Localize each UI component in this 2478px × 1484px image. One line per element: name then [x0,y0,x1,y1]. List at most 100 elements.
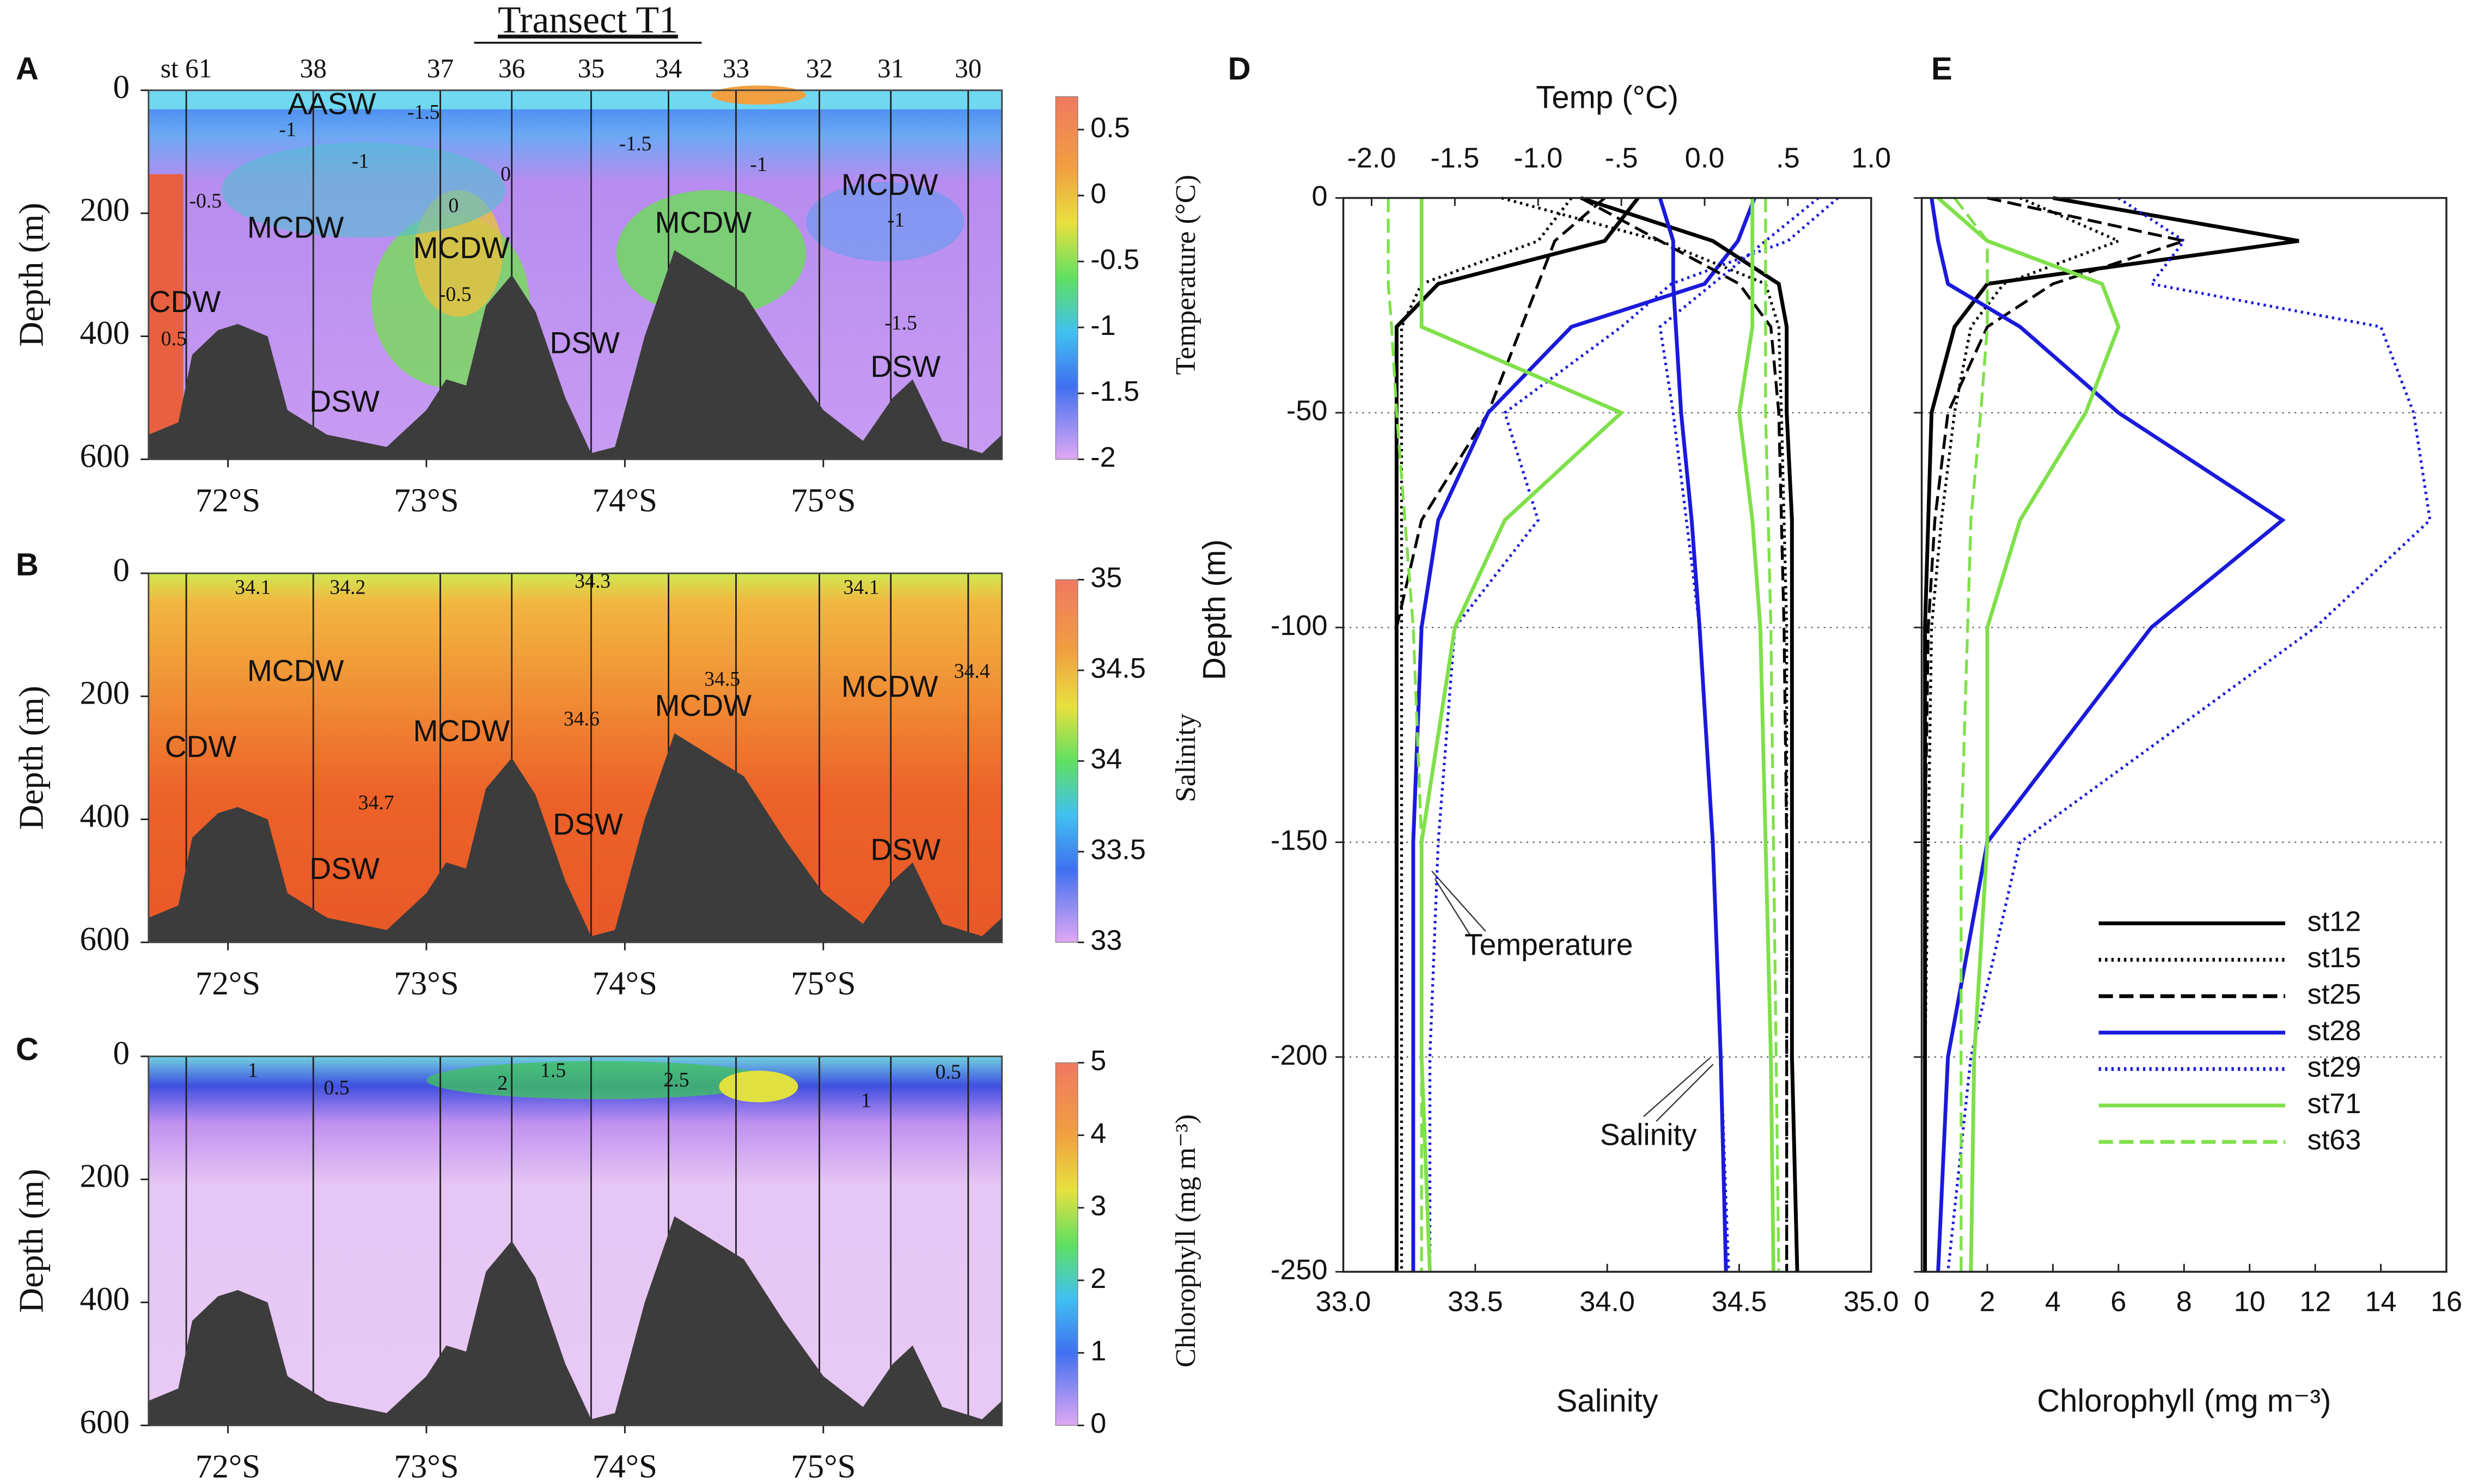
y-tick-label: 200 [80,675,130,712]
legend-label: st71 [2308,1088,2361,1120]
annotation: DSW [309,852,380,885]
x-tick-label: 34.5 [1712,1286,1767,1317]
x-tick-label: 33.0 [1316,1286,1371,1317]
y-tick-label: -250 [1271,1254,1328,1286]
colorbar-tick-label: 34.5 [1090,653,1146,685]
annotation: DSW [870,350,941,383]
temperature-profile [1411,197,1756,1272]
annotation: 2.5 [663,1068,689,1091]
x2-tick-label: .5 [1776,143,1800,174]
annotation: 0.5 [936,1060,961,1083]
annotation: MCDW [841,670,938,704]
x-tick-label: 75°S [791,483,856,519]
annotation: -1 [750,153,767,176]
chlorophyll-profile [1923,197,2122,1272]
chlorophyll-profile [1937,196,2121,1272]
temperature-profile [1387,198,1423,1272]
plot-frame [148,572,1003,943]
colorbar-tick-label: 4 [1090,1117,1106,1149]
annotation: -1.5 [884,312,917,334]
colorbar-tick-label: 0.5 [1090,112,1130,144]
colorbar-tick-label: -1.5 [1090,376,1139,407]
x2-tick-label: 0.0 [1685,143,1725,174]
temperature-profile [1400,197,1573,1272]
colorbar-tick-label: 35 [1090,562,1122,594]
salinity-field [148,573,1002,943]
x2-tick-label: -1.0 [1513,143,1563,174]
annotation: Salinity [1600,1118,1697,1152]
y-tick-label: -200 [1271,1040,1328,1071]
y-axis-label: Depth (m) [12,203,51,347]
colorbar-tick-label: -2 [1090,442,1115,473]
x-tick-label: 75°S [791,966,856,1002]
x-tick-label: 8 [2176,1286,2192,1317]
legend-label: st15 [2308,942,2361,974]
annotation: 34.3 [575,570,611,593]
bathymetry [148,250,1002,460]
x-tick-label: 0 [1914,1286,1930,1317]
panel-label: E [1931,51,1952,87]
x-tick-label: 6 [2110,1286,2126,1317]
y-axis-label: Depth (m) [12,686,51,830]
colorbar-tick-label: 5 [1090,1045,1106,1077]
x-tick-label: 2 [1979,1286,1995,1317]
annotation: 0.5 [161,327,187,350]
x2-axis-label: Temp (°C) [1536,80,1679,115]
x-tick-label: 74°S [593,1449,657,1484]
chlorophyll-field [148,1056,1002,1426]
colorbar-tick-label: 2 [1090,1263,1106,1294]
y-tick-label: 600 [80,921,130,957]
colorbar-tick-label: 3 [1090,1190,1106,1222]
annotation: 34.5 [704,668,740,691]
x2-tick-label: -1.5 [1430,143,1479,174]
annotation: -0.5 [189,190,222,212]
y-tick-label: -50 [1286,395,1327,427]
annotation: MCDW [247,210,344,244]
y-tick-label: 600 [80,438,130,474]
annotation: CDW [149,285,221,319]
colorbar-tick-label: 33 [1090,925,1122,956]
y-axis-label: Depth (m) [1197,539,1232,680]
x2-tick-label: -2.0 [1347,143,1396,174]
x-tick-label: 72°S [196,483,260,519]
annotation: -1 [352,150,369,173]
y-tick-label: -150 [1271,825,1328,856]
station-label: 32 [806,53,833,83]
annotation: 34.7 [358,791,394,814]
colorbar-tick-label: 0 [1090,178,1106,210]
y-tick-label: -100 [1271,610,1328,642]
salinity-profile [1658,197,1820,1272]
colorbar-tick-label: -0.5 [1090,244,1139,276]
annotation: 34.6 [564,707,600,730]
y-tick-label: 200 [80,192,130,229]
plot-frame [1920,197,2448,1273]
annotation-arrows [1431,870,1714,1122]
x-tick-label: 35.0 [1844,1286,1899,1317]
y-tick-label: 0 [113,1035,129,1072]
annotation: CDW [165,730,237,764]
annotation: 1 [248,1059,258,1082]
salinity-profile [1737,198,1775,1272]
colorbar-tick-label: 0 [1090,1408,1106,1439]
colorbar-tick-label: 33.5 [1090,834,1146,866]
annotation: AASW [288,87,376,120]
bathymetry [148,1216,1002,1426]
y-tick-label: 200 [80,1158,130,1195]
plot-frame [148,89,1003,460]
salinity-profile [1764,198,1780,1272]
x-tick-label: 33.5 [1448,1286,1503,1317]
annotation: 1 [861,1089,871,1112]
plot-frame [1342,197,1872,1273]
panel-label: B [16,547,39,582]
colorbar-tick-label: -1 [1090,310,1115,341]
y-axis-label: Depth (m) [12,1169,51,1313]
annotation: DSW [550,326,620,360]
legend-label: st12 [2308,906,2361,937]
temperature-profile [1394,197,1640,1272]
salinity-profile [1658,197,1728,1272]
x-tick-label: 72°S [196,966,260,1002]
y-tick-label: 400 [80,1281,130,1317]
salinity-profile [1501,197,1789,1272]
colorbar-label: Temperature (°C) [1170,175,1201,375]
